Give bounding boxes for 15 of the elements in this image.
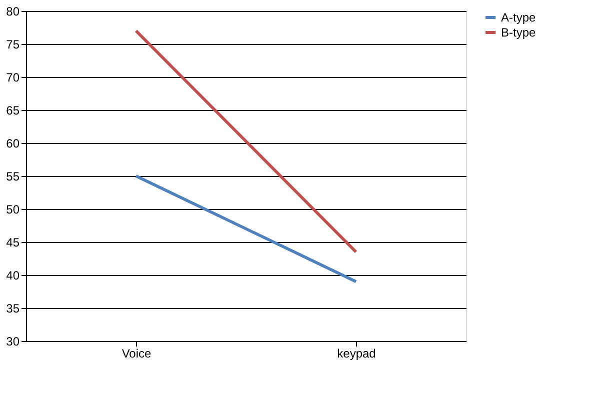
y-tick-label: 45 bbox=[6, 236, 20, 250]
y-tick-label: 70 bbox=[6, 70, 20, 84]
y-tick-label: 60 bbox=[6, 136, 20, 150]
y-tick-label: 75 bbox=[6, 38, 20, 52]
y-tick-label: 65 bbox=[6, 104, 20, 118]
legend-label: B-type bbox=[501, 26, 536, 40]
y-tick-label: 80 bbox=[6, 4, 20, 18]
y-tick-label: 50 bbox=[6, 202, 20, 216]
legend-label: A-type bbox=[501, 10, 536, 24]
y-tick-label: 35 bbox=[6, 302, 20, 316]
x-tick-label: Voice bbox=[122, 346, 152, 360]
y-tick-label: 40 bbox=[6, 268, 20, 282]
x-tick-label: keypad bbox=[337, 346, 376, 360]
y-tick-label: 55 bbox=[6, 170, 20, 184]
y-tick-label: 30 bbox=[6, 334, 20, 348]
